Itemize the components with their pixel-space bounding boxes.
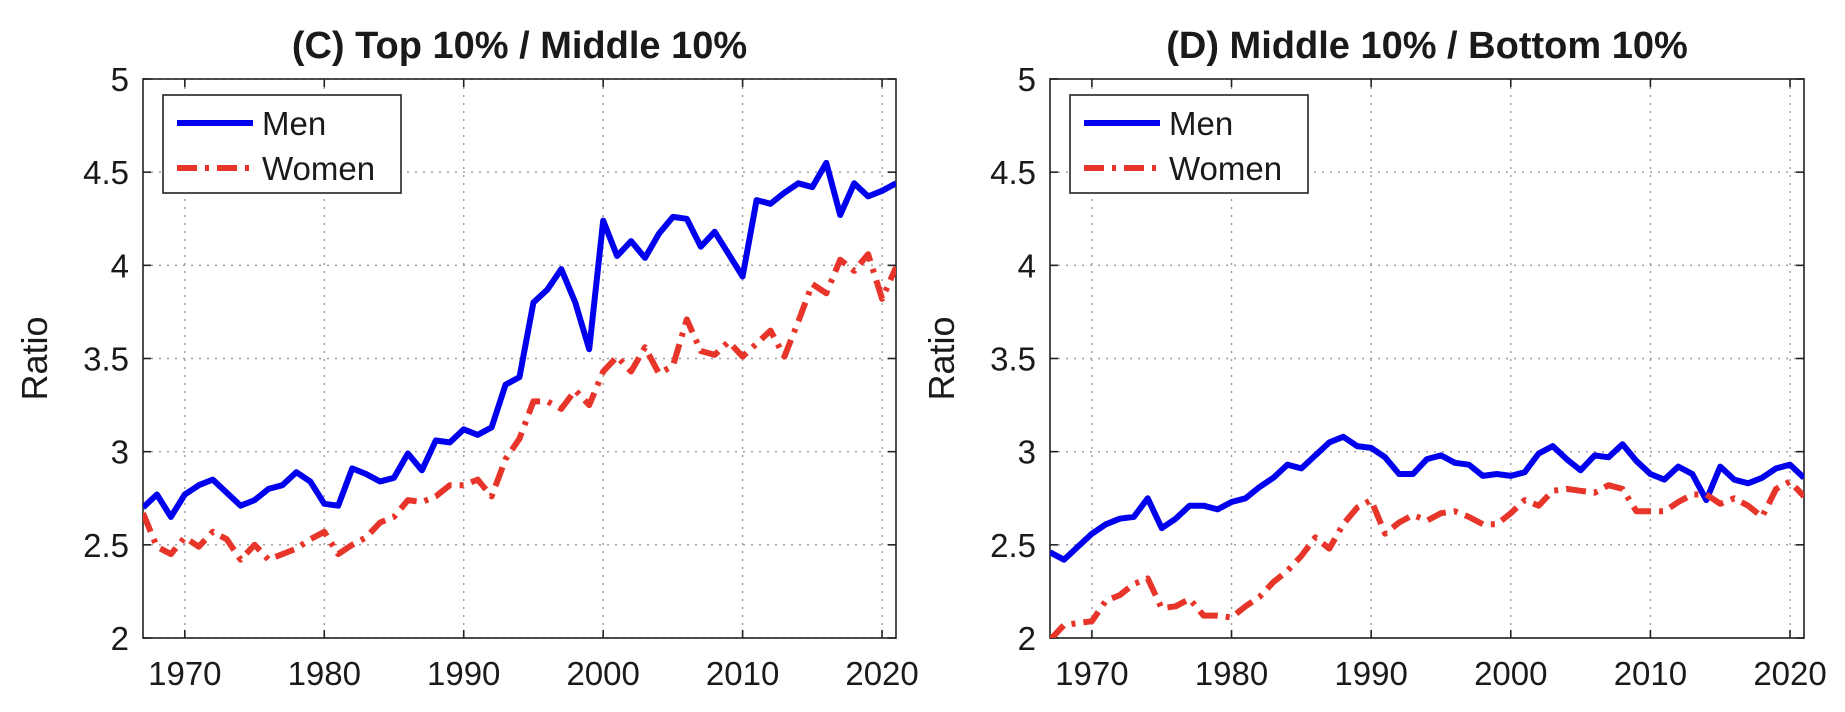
chart-1-legend: Men Women <box>1069 94 1309 194</box>
chart-0-legend-label-men: Men <box>262 105 326 142</box>
chart-0-series-line-women <box>143 251 896 563</box>
chart-0-y-tick-label: 3 <box>111 434 129 471</box>
chart-1-y-tick-label: 2 <box>1018 620 1036 657</box>
chart-0-legend-label-women: Women <box>262 150 375 187</box>
chart-1-y-tick-label: 5 <box>1018 61 1036 98</box>
chart-1-legend-label-women: Women <box>1169 150 1282 187</box>
chart-0-x-tick-label: 2000 <box>566 655 639 692</box>
chart-1-y-axis-label: Ratio <box>921 316 962 400</box>
chart-panel-d: 1970 1980 1990 2000 2010 2020 2 2.5 3 3.5 4 4.5 5 (D)… <box>921 25 1827 692</box>
chart-0-y-tick-label: 2 <box>111 620 129 657</box>
chart-0-x-tick-label: 2020 <box>845 655 918 692</box>
chart-1-series-line-women <box>1050 478 1804 638</box>
chart-1-x-tick-label: 2010 <box>1614 655 1687 692</box>
chart-1-x-tick-label: 1970 <box>1055 655 1128 692</box>
chart-1-x-tick-label: 1980 <box>1195 655 1268 692</box>
chart-0-x-tick-label: 2010 <box>706 655 779 692</box>
chart-1-series-line-men <box>1050 433 1804 563</box>
chart-1-x-tick-label: 2000 <box>1474 655 1547 692</box>
chart-1-y-tick-label: 4.5 <box>990 154 1036 191</box>
chart-0-legend: Men Women <box>162 94 402 194</box>
chart-1-x-tick-label: 1990 <box>1334 655 1407 692</box>
chart-1-legend-box <box>1069 94 1309 194</box>
chart-1-title: (D) Middle 10% / Bottom 10% <box>1166 25 1688 67</box>
chart-1-y-tick-label: 4 <box>1018 247 1036 284</box>
chart-panel-c: 1970 1980 1990 2000 2010 2020 2 2.5 3 3.5 4 4.5 5 (C)… <box>14 25 919 692</box>
chart-0-y-tick-label: 2.5 <box>83 527 129 564</box>
chart-1-legend-label-men: Men <box>1169 105 1233 142</box>
chart-1-x-tick-label: 2020 <box>1753 655 1826 692</box>
chart-0-y-tick-label: 5 <box>111 61 129 98</box>
chart-0-y-axis-label: Ratio <box>14 316 55 400</box>
chart-0-x-tick-label: 1990 <box>427 655 500 692</box>
chart-0-y-tick-label: 3.5 <box>83 341 129 378</box>
chart-1-y-tick-label: 3.5 <box>990 341 1036 378</box>
chart-0-series-line-men <box>143 159 896 520</box>
chart-1-y-tick-label: 3 <box>1018 434 1036 471</box>
chart-0-title: (C) Top 10% / Middle 10% <box>292 25 747 67</box>
chart-0-x-tick-label: 1970 <box>148 655 221 692</box>
chart-0-legend-box <box>162 94 402 194</box>
chart-0-x-tick-label: 1980 <box>288 655 361 692</box>
chart-0-y-tick-label: 4 <box>111 247 129 284</box>
chart-0-y-tick-label: 4.5 <box>83 154 129 191</box>
chart-1-y-tick-label: 2.5 <box>990 527 1036 564</box>
